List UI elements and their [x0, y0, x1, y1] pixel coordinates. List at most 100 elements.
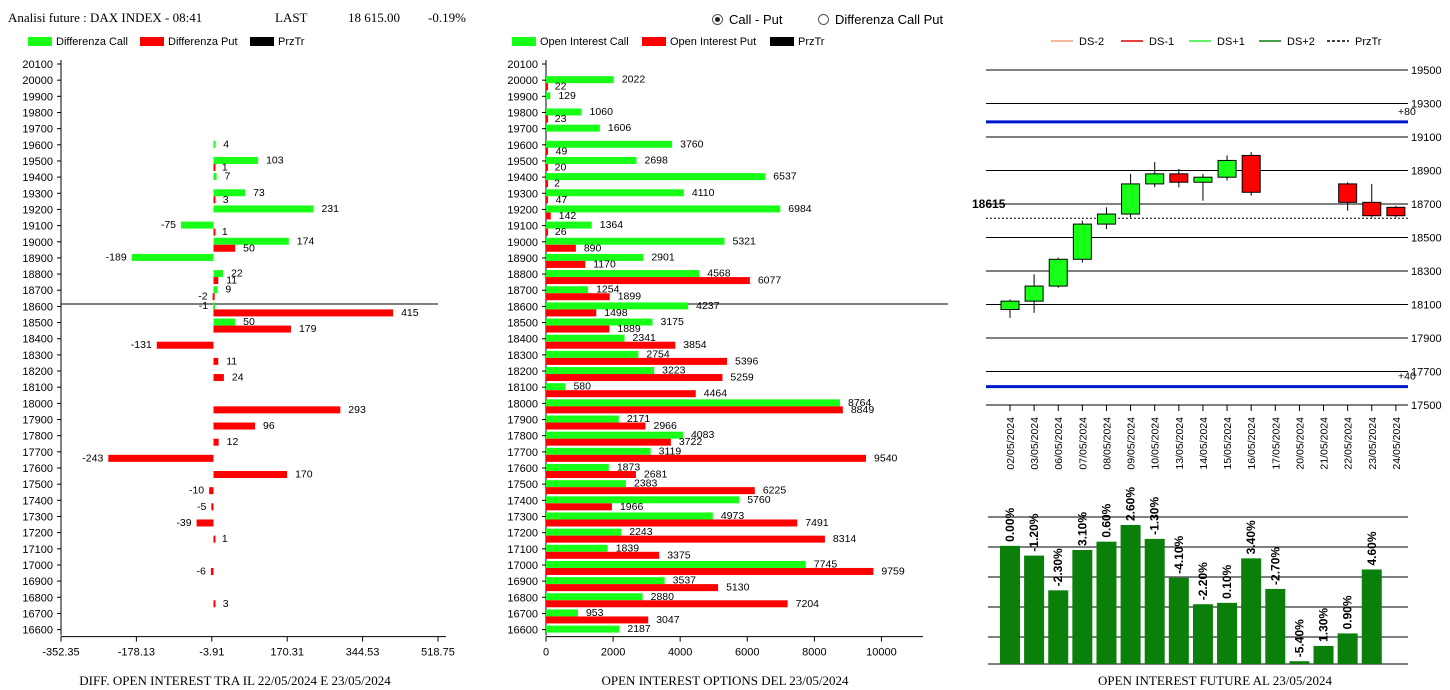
- put-bar: [546, 228, 548, 236]
- put-bar: [212, 293, 215, 301]
- put-bar: [213, 600, 216, 608]
- data-label: 1899: [618, 291, 642, 303]
- data-label: 4973: [721, 510, 745, 522]
- data-label: 9540: [874, 452, 898, 464]
- future-bar: [1096, 541, 1117, 664]
- y-tick-label: 19500: [507, 156, 538, 168]
- data-label: -1: [199, 300, 208, 312]
- y-tick-label: 20000: [507, 75, 538, 87]
- x-tick-label: 20/05/2024: [1294, 417, 1306, 470]
- y-tick-label: 18100: [1411, 300, 1442, 312]
- call-bar: [546, 156, 637, 164]
- data-label: 1498: [604, 307, 628, 319]
- call-bar: [546, 302, 689, 310]
- legend-swatch: [770, 37, 794, 46]
- chart4-title: OPEN INTEREST FUTURE AL 23/05/2024: [1097, 673, 1332, 688]
- put-bar: [213, 535, 216, 543]
- put-bar: [211, 503, 214, 511]
- y-tick-label: 19300: [22, 188, 53, 200]
- call-bar: [213, 270, 224, 278]
- y-tick-label: 18500: [507, 318, 538, 330]
- x-tick-label: -178.13: [118, 647, 155, 659]
- y-tick-label: 17200: [22, 528, 53, 540]
- put-bar: [213, 357, 219, 365]
- y-tick-label: 18800: [507, 269, 538, 281]
- y-tick-label: 19600: [22, 140, 53, 152]
- y-tick-label: 18500: [22, 318, 53, 330]
- x-tick-label: 09/05/2024: [1126, 417, 1138, 470]
- y-tick-label: 18700: [22, 285, 53, 297]
- data-label: 3760: [680, 138, 704, 150]
- call-bar: [546, 625, 620, 633]
- y-tick-label: 18900: [22, 253, 53, 265]
- put-bar: [546, 600, 788, 608]
- candle-body: [1096, 213, 1116, 225]
- y-tick-label: 18500: [1411, 233, 1442, 245]
- call-bar: [213, 140, 216, 148]
- data-label: 1606: [608, 122, 632, 134]
- data-label: 3175: [661, 316, 685, 328]
- x-tick-label: 2000: [601, 647, 625, 659]
- data-label: 890: [584, 242, 602, 254]
- data-label: -2.30%: [1051, 548, 1065, 586]
- x-tick-label: 15/05/2024: [1222, 417, 1234, 470]
- future-bar: [1337, 633, 1358, 664]
- call-bar: [131, 253, 214, 261]
- candle-body: [1072, 223, 1092, 260]
- put-bar: [213, 244, 236, 252]
- put-bar: [196, 519, 214, 527]
- radio-diff-call-put[interactable]: Differenza Call Put: [818, 12, 943, 27]
- data-label: 24: [232, 372, 244, 384]
- data-label: 9759: [881, 565, 905, 577]
- y-tick-label: 19400: [22, 172, 53, 184]
- x-tick-label: -352.35: [42, 647, 79, 659]
- data-label: 415: [401, 307, 419, 319]
- y-tick-label: 16700: [507, 608, 538, 620]
- candle-body: [1145, 173, 1165, 185]
- last-value: 18 615.00: [348, 10, 400, 25]
- data-label: 1060: [590, 106, 614, 118]
- legend-swatch: [512, 37, 536, 46]
- y-tick-label: 19800: [22, 107, 53, 119]
- put-bar: [213, 406, 341, 414]
- put-bar: [546, 406, 843, 414]
- x-tick-label: 17/05/2024: [1270, 417, 1282, 470]
- y-tick-label: 17600: [507, 463, 538, 475]
- y-tick-label: 19200: [507, 204, 538, 216]
- data-label: 1839: [616, 542, 640, 554]
- data-label: 0.60%: [1099, 503, 1113, 537]
- data-label: 8764: [848, 397, 872, 409]
- call-bar: [546, 383, 566, 391]
- data-label: 142: [559, 210, 577, 222]
- call-bar: [546, 173, 766, 181]
- y-tick-label: 16600: [22, 625, 53, 637]
- future-bar: [1361, 569, 1382, 664]
- put-bar: [546, 551, 660, 559]
- call-bar: [546, 609, 578, 617]
- data-label: 49: [556, 145, 568, 157]
- data-label: 3.10%: [1075, 512, 1089, 546]
- x-tick-label: 23/05/2024: [1367, 417, 1379, 470]
- data-label: 5259: [730, 372, 754, 384]
- radio-diff-call-put-label: Differenza Call Put: [835, 12, 944, 27]
- candle-body: [1121, 183, 1141, 215]
- future-bar: [1192, 604, 1213, 664]
- x-tick-label: 22/05/2024: [1343, 417, 1355, 470]
- data-label: 7204: [796, 598, 820, 610]
- data-label: 8849: [851, 404, 875, 416]
- put-bar: [546, 83, 548, 91]
- data-label: 2187: [627, 623, 651, 635]
- y-tick-label: 16700: [22, 608, 53, 620]
- y-tick-label: 19400: [507, 172, 538, 184]
- data-label: 1364: [600, 219, 624, 231]
- call-bar: [546, 237, 725, 245]
- radio-call-put[interactable]: Call - Put: [712, 12, 782, 27]
- put-bar: [546, 196, 548, 204]
- call-bar: [213, 318, 236, 326]
- call-bar: [546, 140, 673, 148]
- y-tick-label: 17400: [22, 495, 53, 507]
- candle-body: [1169, 173, 1189, 183]
- data-label: 3: [223, 598, 229, 610]
- y-tick-label: 19900: [22, 91, 53, 103]
- y-tick-label: 19100: [22, 221, 53, 233]
